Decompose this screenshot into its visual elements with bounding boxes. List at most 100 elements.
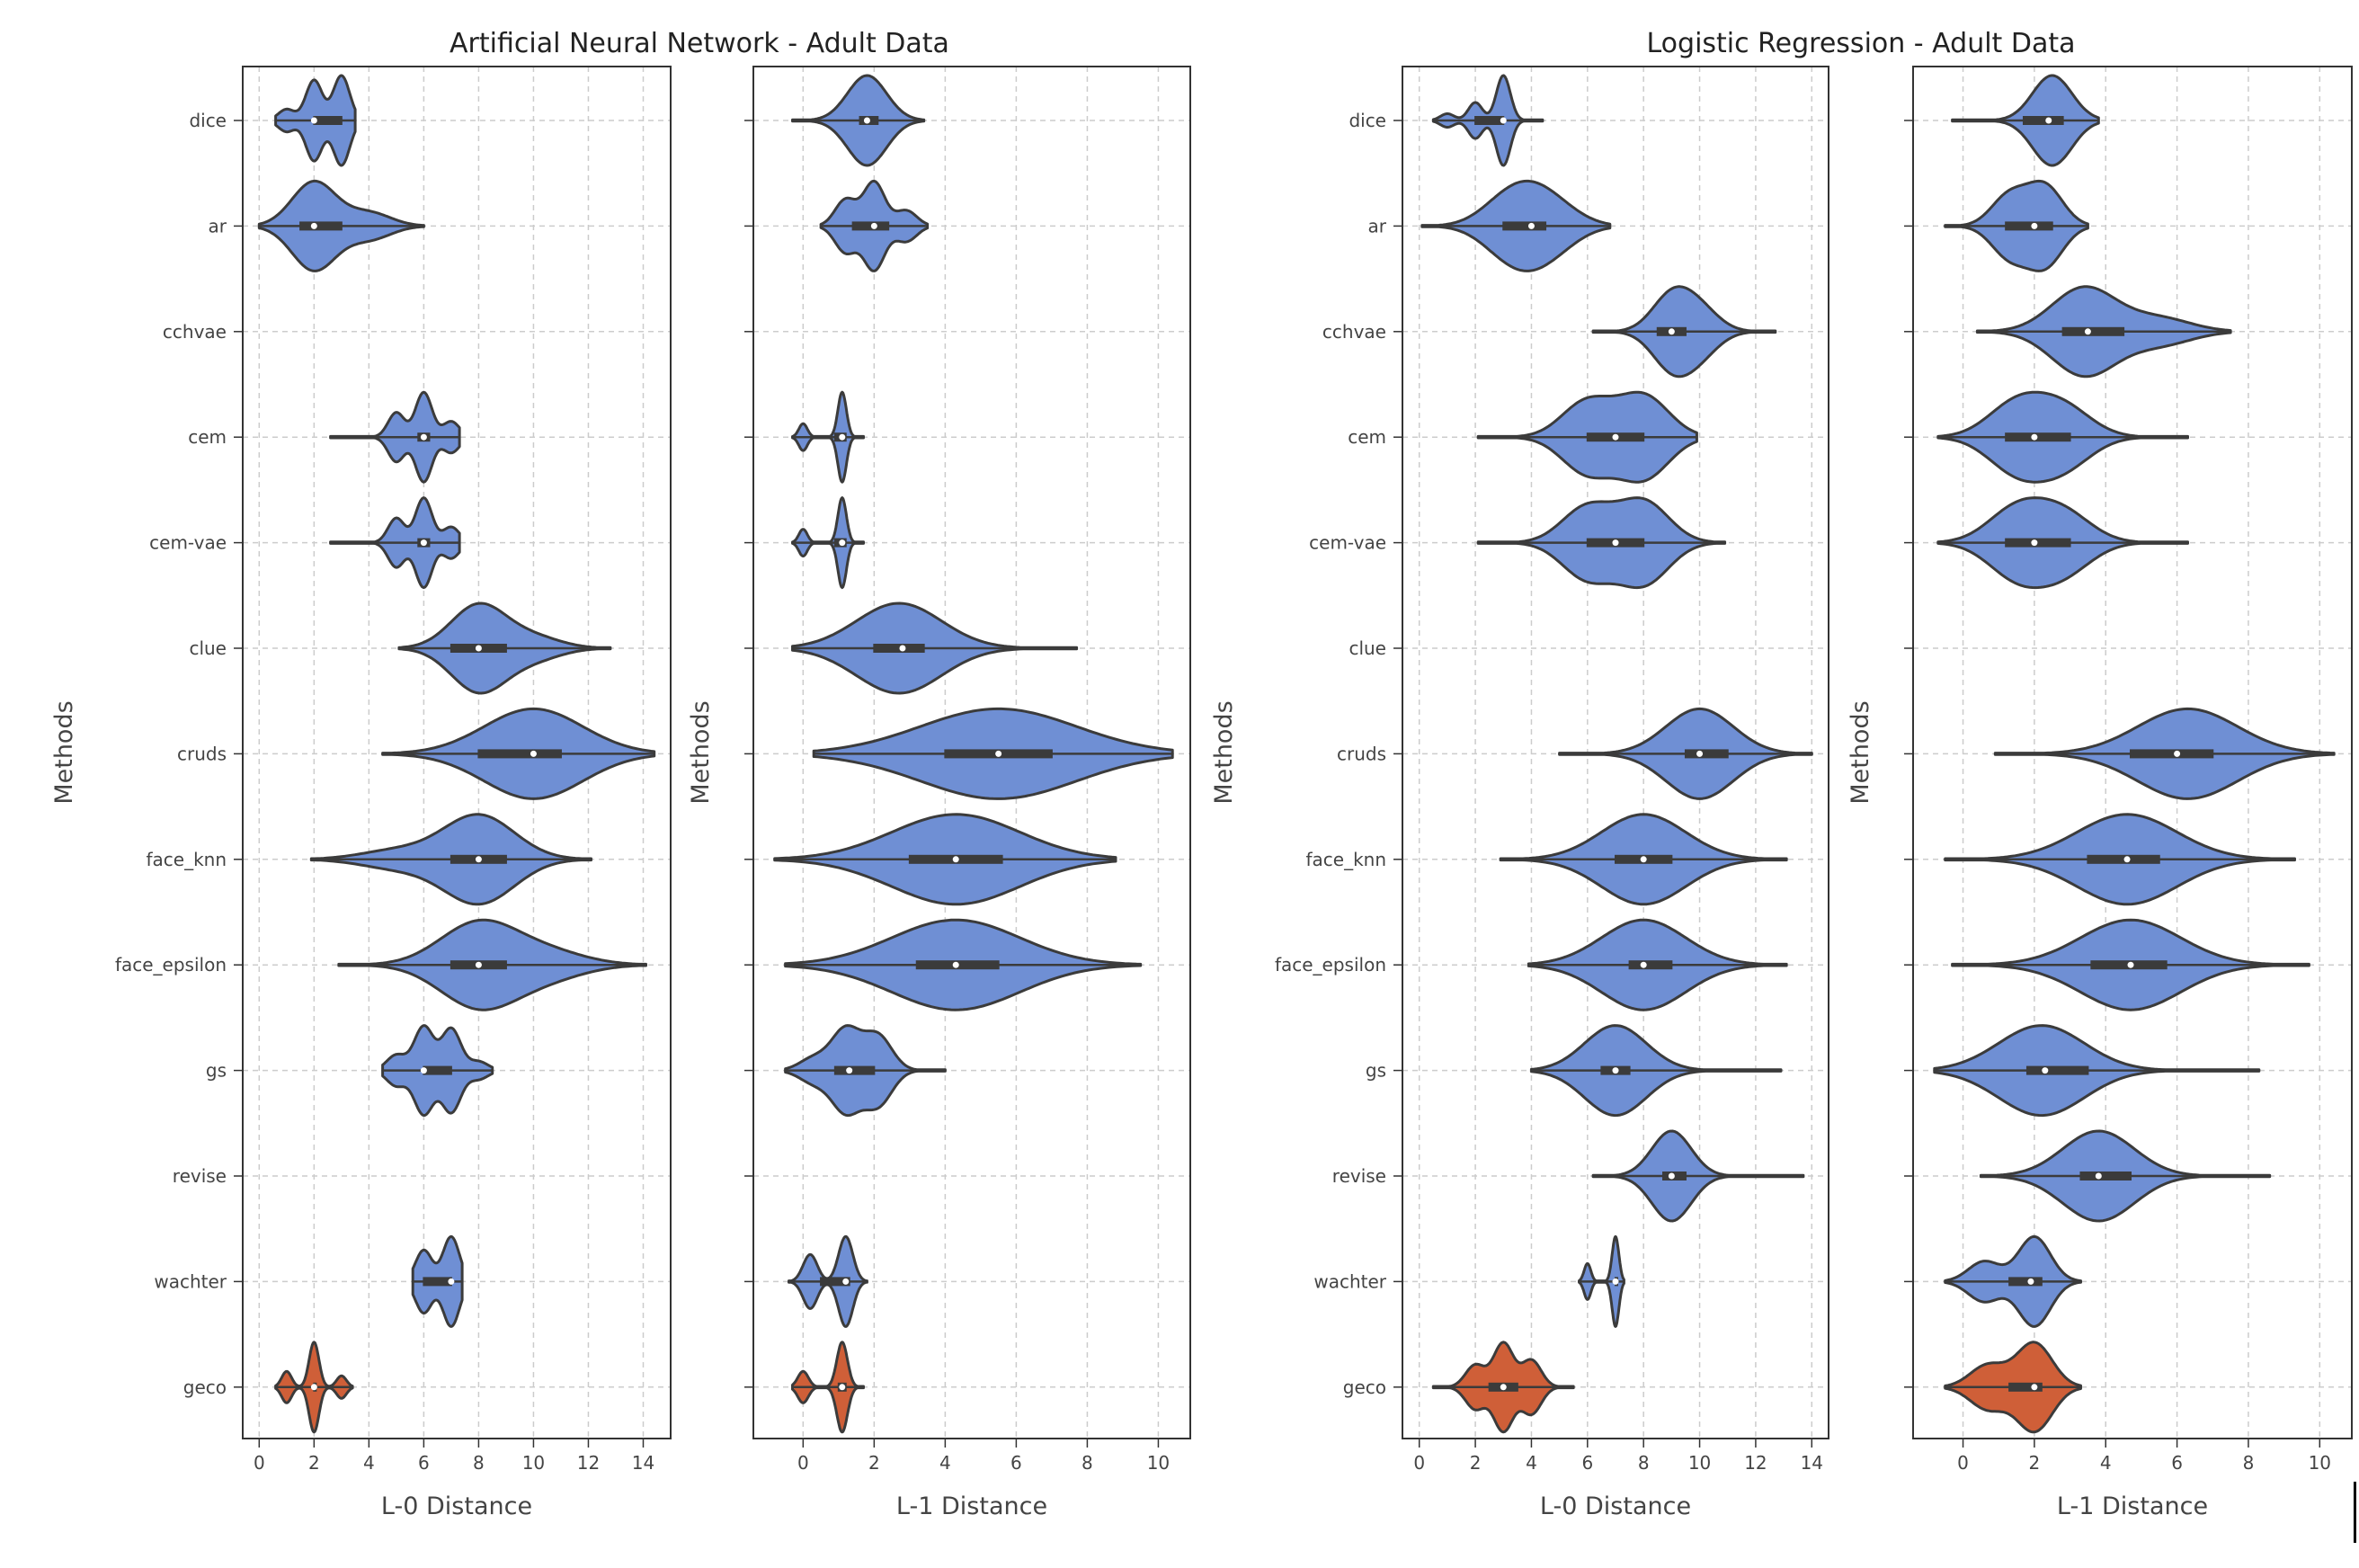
median-cruds [1696, 750, 1704, 757]
x-tick-label: 6 [2171, 1452, 2183, 1474]
median-face_knn [1640, 856, 1647, 863]
median-cruds [530, 750, 537, 757]
y-tick-label: wachter [1313, 1270, 1386, 1292]
y-tick-label: face_epsilon [115, 954, 227, 976]
x-tick-label: 4 [2100, 1452, 2112, 1474]
x-axis-label: L-1 Distance [2057, 1492, 2208, 1520]
y-axis-label: Methods [1847, 700, 1874, 804]
y-axis-label: Methods [50, 700, 78, 804]
median-dice [310, 117, 317, 124]
median-ar [1527, 222, 1535, 229]
y-tick-label: dice [1349, 110, 1386, 131]
x-tick-label: 6 [418, 1452, 430, 1474]
iqr-box-cruds [2130, 749, 2214, 759]
median-revise [2095, 1172, 2102, 1180]
median-wachter [2027, 1278, 2034, 1285]
y-tick-label: cem [188, 426, 227, 448]
y-axis-label: Methods [1210, 700, 1238, 804]
x-tick-label: 10 [1147, 1452, 1170, 1474]
median-wachter [842, 1278, 850, 1285]
median-ar [310, 222, 317, 229]
iqr-box-revise [2079, 1172, 2132, 1180]
median-revise [1668, 1172, 1675, 1180]
iqr-box-wachter [820, 1277, 850, 1287]
median-face_epsilon [475, 961, 482, 968]
x-axis-label: L-0 Distance [1540, 1492, 1691, 1520]
iqr-box-cem-vae [2005, 538, 2071, 548]
iqr-box-dice [2022, 116, 2064, 125]
median-clue [899, 645, 906, 652]
chart-panels: 0 2 4 6 8 10 12 14 dice ar cchvae cem cem-vae clue cru… [50, 66, 2353, 1520]
x-tick-label: 4 [1526, 1452, 1537, 1474]
x-tick-label: 10 [522, 1452, 545, 1474]
median-cem-vae [1612, 539, 1619, 547]
y-tick-label: clue [189, 637, 227, 659]
edge-marker [2354, 1482, 2356, 1543]
median-gs [1612, 1067, 1619, 1074]
x-tick-label: 8 [2243, 1452, 2255, 1474]
x-tick-label: 12 [1744, 1452, 1767, 1474]
median-wachter [448, 1278, 455, 1285]
iqr-box-clue [873, 644, 925, 653]
median-cem-vae [2031, 539, 2038, 547]
median-cchvae [1668, 328, 1675, 335]
axes-frame [752, 66, 1191, 1439]
median-cchvae [2084, 328, 2091, 335]
median-gs [2042, 1067, 2049, 1074]
x-tick-label: 2 [1470, 1452, 1482, 1474]
y-tick-label: revise [1332, 1165, 1386, 1187]
median-gs [420, 1067, 427, 1074]
y-tick-label: cruds [177, 743, 227, 764]
median-geco [1500, 1384, 1507, 1391]
iqr-box-wachter [2008, 1277, 2043, 1287]
panel-3: 0 2 4 6 8 10 12 14 dice ar cchvae cem cem-vae clue cru… [1210, 66, 1829, 1520]
y-tick-label: ar [209, 215, 227, 236]
x-tick-label: 0 [1413, 1452, 1425, 1474]
x-tick-label: 6 [1010, 1452, 1022, 1474]
y-tick-label: cem [1348, 426, 1386, 448]
iqr-box-ar [2005, 221, 2053, 231]
median-dice [863, 117, 870, 124]
x-tick-label: 12 [577, 1452, 600, 1474]
x-tick-label: 0 [254, 1452, 265, 1474]
panel-4: 0 2 4 6 8 10 L-1 Distance Methods [1847, 66, 2353, 1520]
y-tick-label: cchvae [1322, 321, 1386, 343]
iqr-box-dice [313, 116, 343, 125]
y-tick-label: ar [1368, 215, 1387, 236]
panel-2: 0 2 4 6 8 10 L-1 Distance Methods [687, 66, 1191, 1520]
y-tick-label: geco [1343, 1376, 1386, 1398]
y-tick-label: geco [183, 1376, 227, 1398]
panel-1: 0 2 4 6 8 10 12 14 dice ar cchvae cem cem-vae clue cru… [50, 66, 672, 1520]
y-tick-label: cchvae [163, 321, 227, 343]
title-logreg: Logistic Regression - Adult Data [1647, 28, 2076, 59]
median-face_epsilon [1640, 961, 1647, 968]
median-geco [2031, 1384, 2038, 1391]
y-tick-label: dice [189, 110, 227, 131]
iqr-box-ar [299, 221, 343, 231]
y-tick-label: cem-vae [149, 532, 227, 554]
x-tick-label: 10 [1688, 1452, 1711, 1474]
iqr-box-face_epsilon [1628, 960, 1673, 970]
median-cem [2031, 433, 2038, 441]
median-clue [475, 645, 482, 652]
iqr-box-dice [1474, 116, 1505, 125]
median-geco [839, 1384, 846, 1391]
median-cruds [2174, 750, 2181, 757]
axes-frame [1402, 66, 1829, 1439]
y-tick-label: gs [1366, 1060, 1386, 1082]
iqr-box-wachter [423, 1277, 452, 1287]
y-tick-label: cem-vae [1309, 532, 1386, 554]
y-tick-label: face_knn [146, 849, 227, 870]
y-tick-label: clue [1349, 637, 1386, 659]
iqr-box-ar [1502, 221, 1547, 231]
x-tick-label: 2 [2029, 1452, 2041, 1474]
median-face_epsilon [2127, 961, 2134, 968]
iqr-box-cem [2005, 432, 2071, 442]
axes-frame [1912, 66, 2353, 1439]
median-cem [839, 433, 846, 441]
median-cruds [995, 750, 1002, 757]
y-tick-label: face_knn [1305, 849, 1386, 870]
x-tick-label: 14 [632, 1452, 654, 1474]
iqr-box-geco [2008, 1382, 2043, 1392]
median-cem-vae [839, 539, 846, 547]
